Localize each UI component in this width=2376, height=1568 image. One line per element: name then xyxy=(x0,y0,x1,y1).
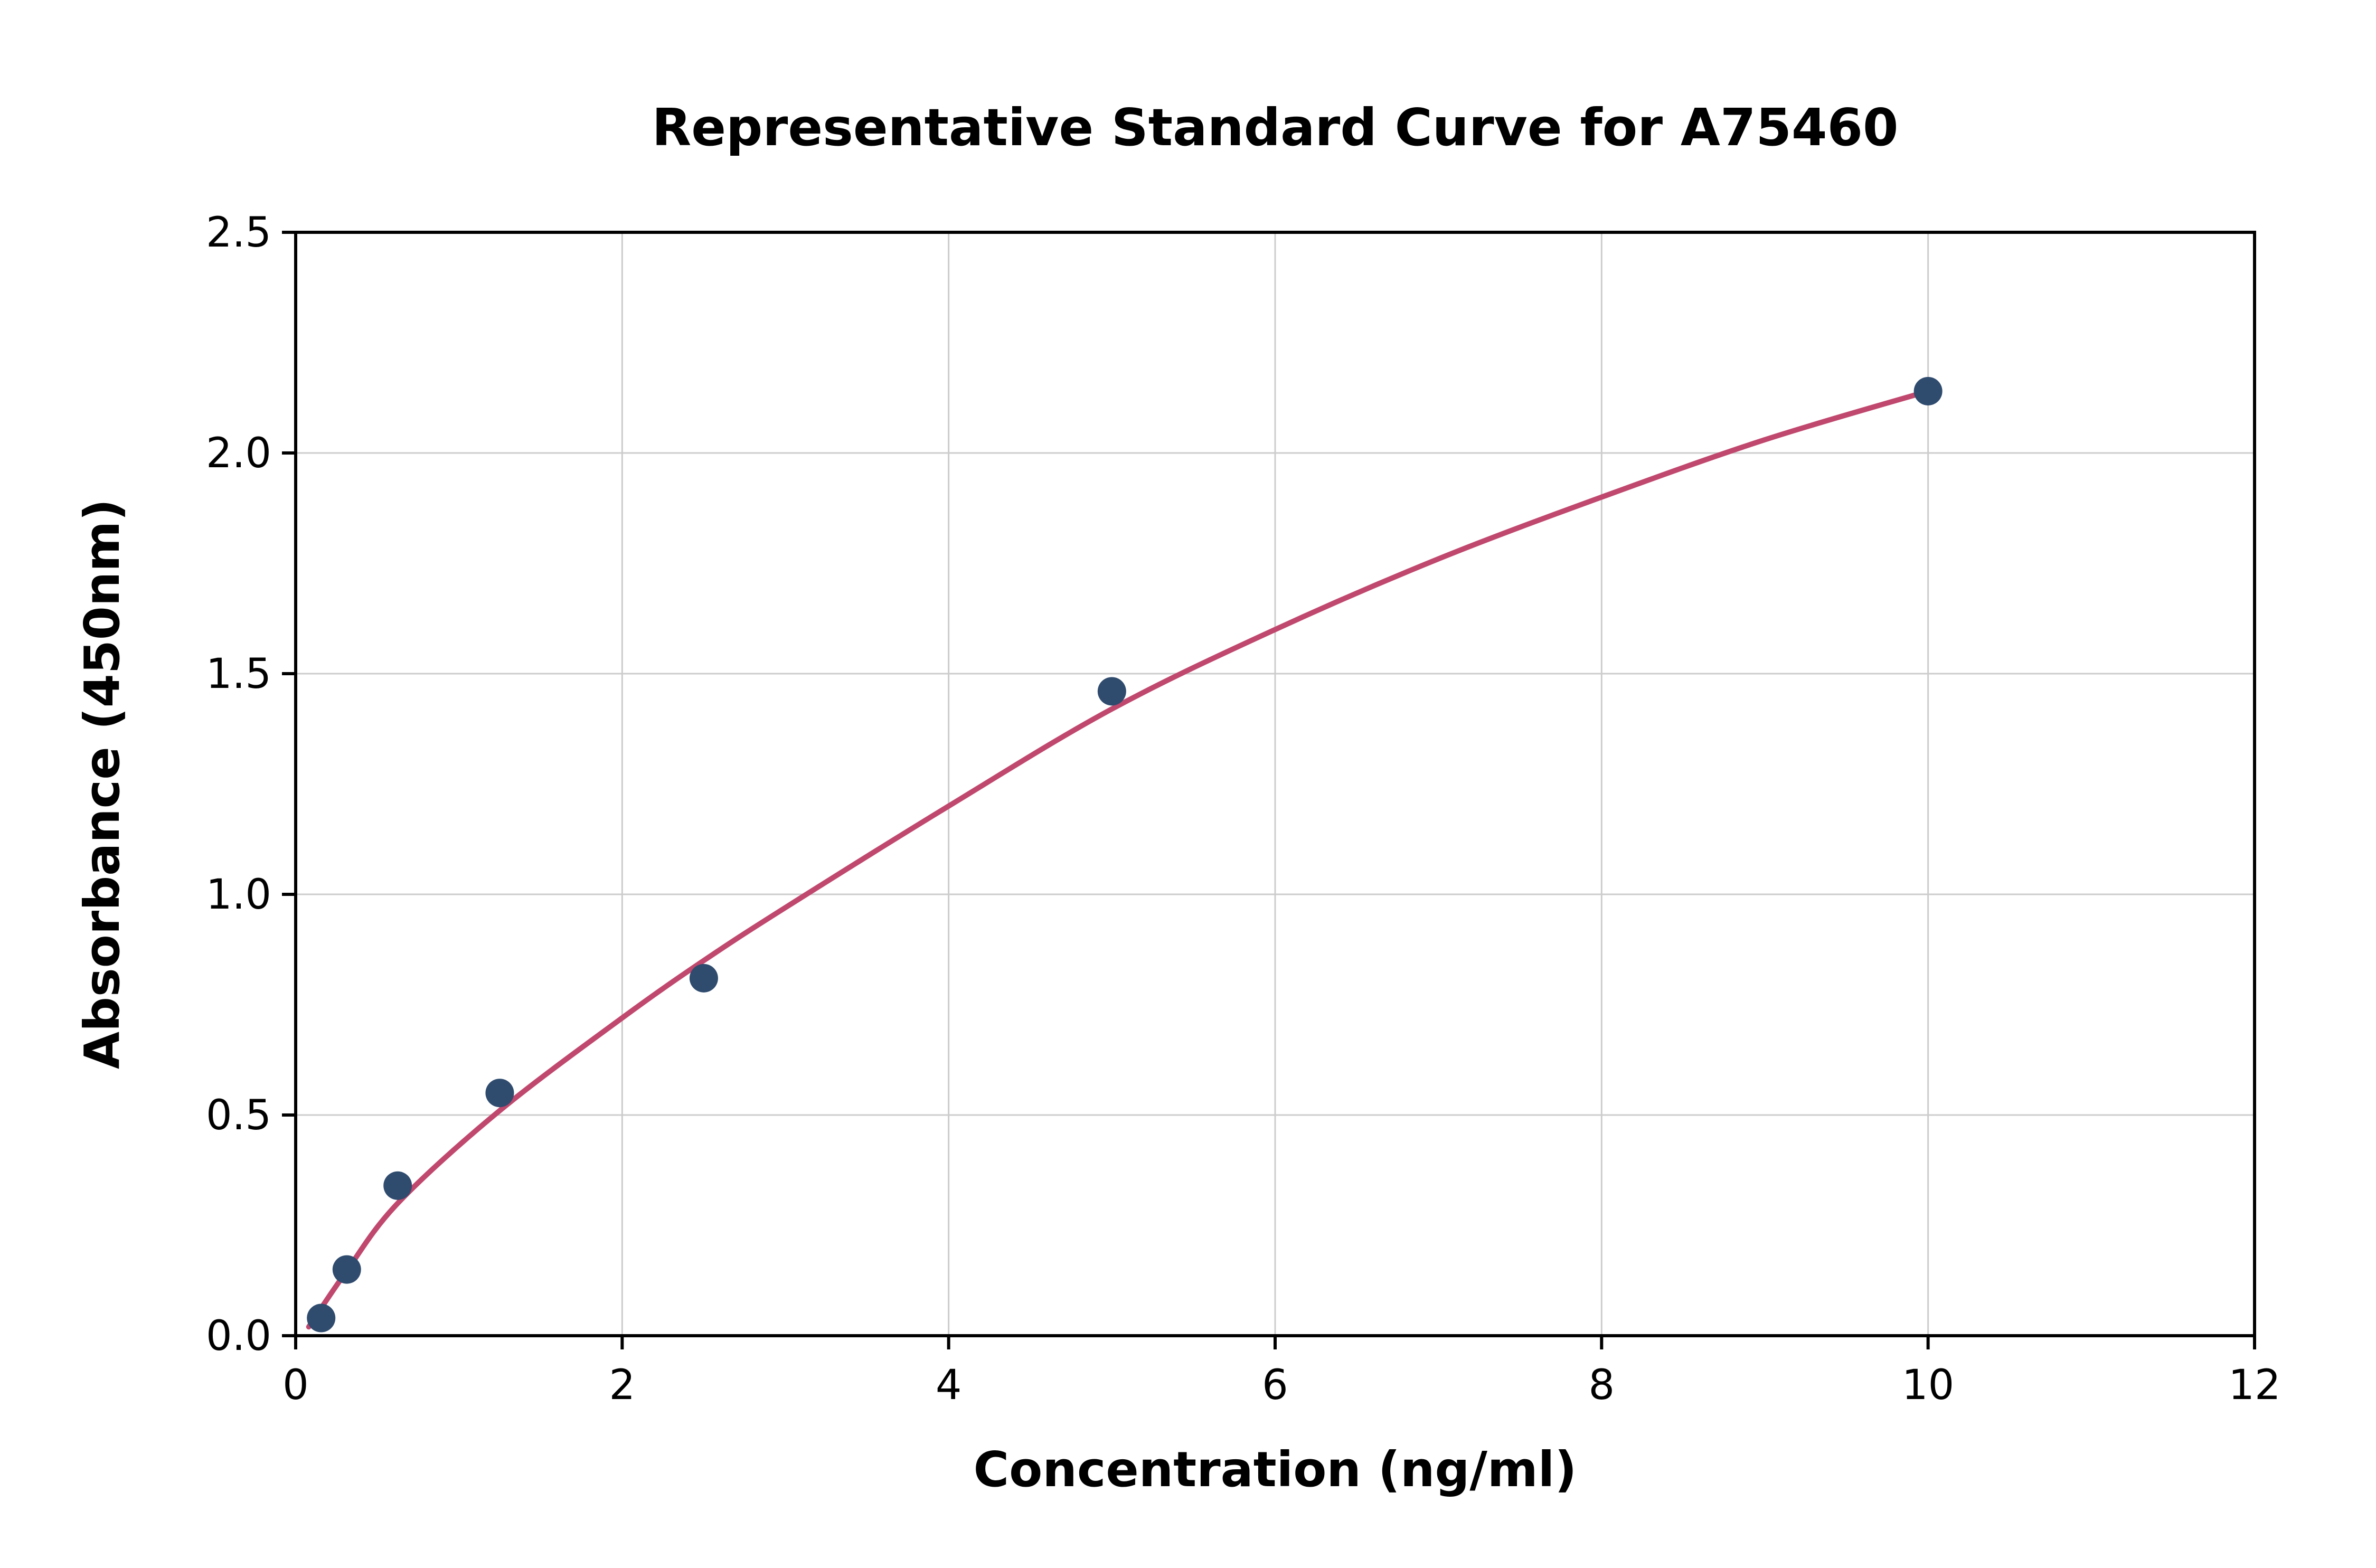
ticks-layer: 0 2 4 6 8 10 12 0.0 0.5 1.0 1.5 2.0 2.5 xyxy=(206,209,2281,1409)
data-point xyxy=(332,1255,361,1284)
x-axis-label: Concentration (ng/ml) xyxy=(974,1441,1577,1498)
x-tick-label: 4 xyxy=(936,1362,962,1409)
data-point xyxy=(307,1303,336,1333)
x-tick-label: 10 xyxy=(1902,1362,1954,1409)
y-tick-label: 1.0 xyxy=(206,871,271,919)
data-point xyxy=(1913,376,1943,405)
y-axis-label: Absorbance (450nm) xyxy=(74,499,130,1069)
grid-layer xyxy=(296,232,2255,1336)
y-tick-label: 1.5 xyxy=(206,650,271,698)
y-tick-label: 2.5 xyxy=(206,209,271,257)
x-tick-label: 12 xyxy=(2228,1362,2280,1409)
x-tick-label: 2 xyxy=(609,1362,636,1409)
data-point xyxy=(1097,677,1126,706)
fit-curve xyxy=(306,388,1931,1330)
data-point xyxy=(383,1171,412,1200)
data-point xyxy=(485,1079,514,1108)
x-tick-label: 0 xyxy=(282,1362,309,1409)
chart-title: Representative Standard Curve for A75460 xyxy=(652,98,1899,157)
y-tick-label: 0.5 xyxy=(206,1092,271,1139)
y-tick-label: 0.0 xyxy=(206,1312,271,1360)
x-tick-label: 6 xyxy=(1262,1362,1288,1409)
y-tick-label: 2.0 xyxy=(206,430,271,477)
data-points-layer xyxy=(307,376,1943,1333)
data-point xyxy=(689,964,718,993)
x-tick-label: 8 xyxy=(1589,1362,1615,1409)
